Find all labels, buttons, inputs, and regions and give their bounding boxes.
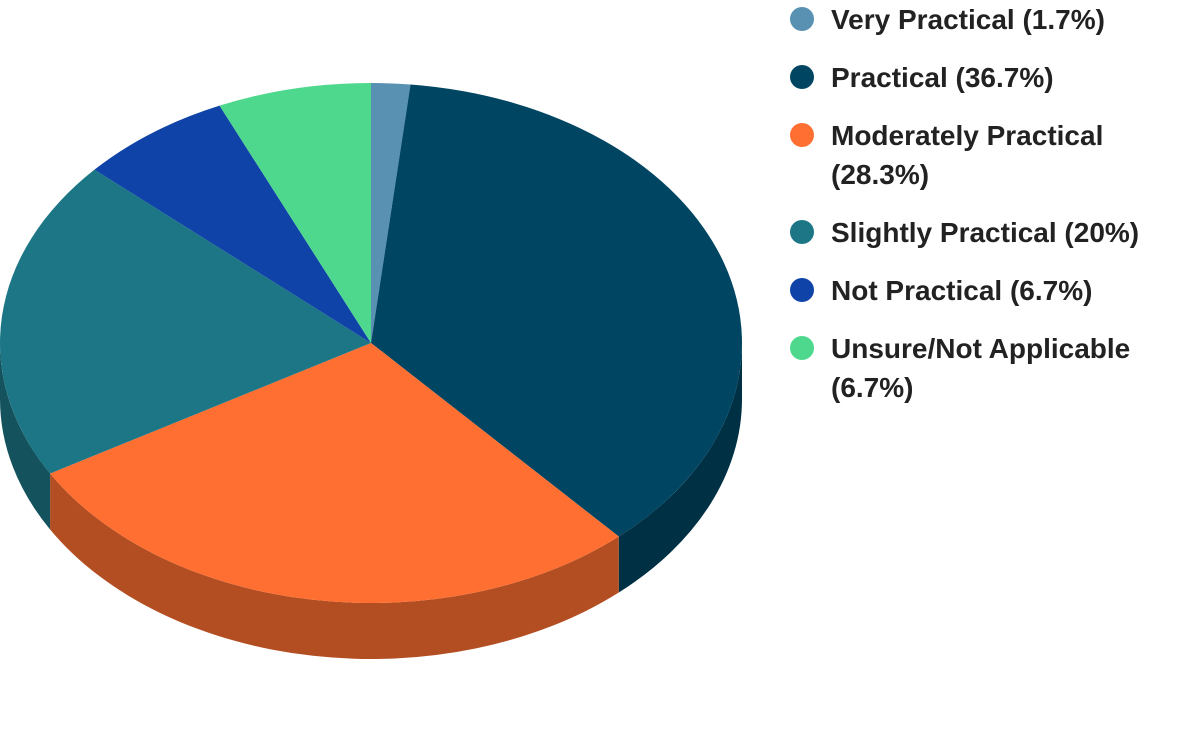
legend-swatch-not-practical	[790, 278, 814, 302]
legend-item-slightly-practical: Slightly Practical (20%)	[790, 213, 1195, 252]
legend-label-practical: Practical (36.7%)	[831, 62, 1054, 93]
pie-slice-unsure-not-applicable	[219, 83, 371, 343]
legend-item-moderately-practical: Moderately Practical (28.3%)	[790, 116, 1195, 194]
legend-item-not-practical: Not Practical (6.7%)	[790, 271, 1195, 310]
pie-slice-very-practical	[371, 83, 411, 343]
legend-swatch-very-practical	[790, 7, 814, 31]
legend-swatch-practical	[790, 65, 814, 89]
pie-side-moderately-practical	[50, 473, 619, 659]
pie-slice-slightly-practical	[0, 169, 371, 474]
legend-label-very-practical: Very Practical (1.7%)	[831, 4, 1105, 35]
pie-chart	[0, 83, 742, 659]
legend-label-slightly-practical: Slightly Practical (20%)	[831, 217, 1140, 248]
pie-top-faces	[0, 83, 742, 603]
pie-slice-moderately-practical	[50, 343, 619, 603]
pie-side-slightly-practical	[0, 343, 51, 530]
legend-swatch-unsure-not-applicable	[790, 336, 814, 360]
pie-side-walls	[0, 343, 742, 659]
legend-item-very-practical: Very Practical (1.7%)	[790, 0, 1195, 39]
legend-item-practical: Practical (36.7%)	[790, 58, 1195, 97]
legend-label-moderately-practical: Moderately Practical (28.3%)	[831, 120, 1104, 190]
legend-swatch-slightly-practical	[790, 220, 814, 244]
legend-swatch-moderately-practical	[790, 123, 814, 147]
legend-label-unsure-not-applicable: Unsure/Not Applicable (6.7%)	[831, 333, 1131, 403]
pie-slice-practical	[371, 84, 742, 537]
legend-label-not-practical: Not Practical (6.7%)	[831, 275, 1093, 306]
legend-item-unsure-not-applicable: Unsure/Not Applicable (6.7%)	[790, 329, 1195, 407]
pie-side-practical	[618, 343, 742, 593]
legend: Very Practical (1.7%) Practical (36.7%) …	[790, 0, 1195, 426]
pie-slice-not-practical	[94, 105, 372, 344]
